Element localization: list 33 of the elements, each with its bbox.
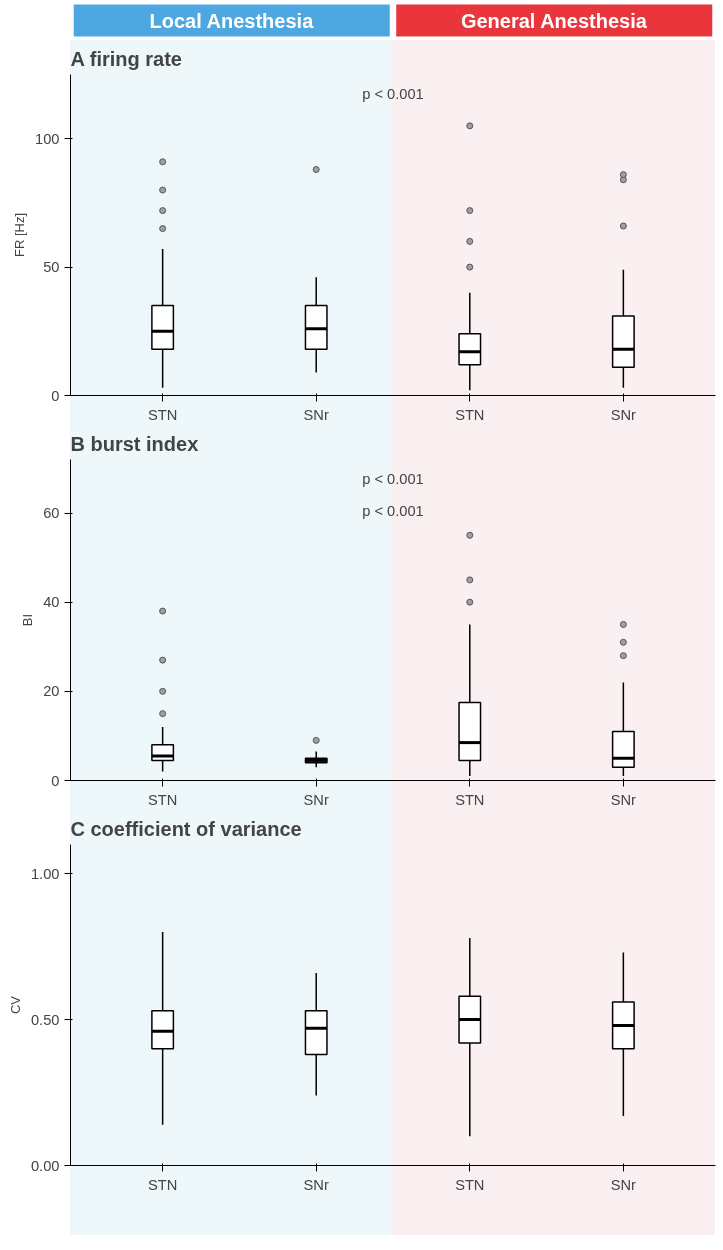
x-tick-label: STN xyxy=(147,406,178,423)
y-tick-label: 20 xyxy=(43,683,60,700)
y-tick-label: 50 xyxy=(43,259,60,276)
x-tick-label: SNr xyxy=(610,791,637,808)
text: Local Anesthesia xyxy=(149,9,315,32)
x-tick-label: STN xyxy=(147,791,178,808)
y-tick-label: 0 xyxy=(51,772,60,789)
x-tick-label: SNr xyxy=(303,406,329,423)
y-axis-title: FR [Hz] xyxy=(12,212,28,258)
y-tick-label: 100 xyxy=(35,130,60,147)
x-tick-label: STN xyxy=(455,791,485,808)
x-tick-label: STN xyxy=(147,1176,178,1193)
text: General Anesthesia xyxy=(460,9,648,32)
x-tick-label: SNr xyxy=(303,791,329,808)
x-tick-label: SNr xyxy=(610,1176,637,1193)
chart-title: A firing rate xyxy=(70,47,182,70)
x-tick-label: SNr xyxy=(610,406,637,423)
x-tick-label: STN xyxy=(455,406,485,423)
y-tick-label: 0.50 xyxy=(30,1011,60,1028)
y-tick-label: 1.00 xyxy=(30,865,60,882)
y-tick-label: 0 xyxy=(51,387,60,404)
annotation: p < 0.001 xyxy=(362,85,424,102)
y-axis-title: BI xyxy=(20,613,36,627)
y-tick-label: 60 xyxy=(43,505,60,521)
x-tick-label: STN xyxy=(455,1176,485,1193)
y-tick-label: 0.00 xyxy=(30,1157,60,1174)
annotation: p < 0.001 xyxy=(362,502,424,519)
y-tick-label: 40 xyxy=(43,594,60,611)
x-tick-label: SNr xyxy=(303,1176,329,1193)
annotation: p < 0.001 xyxy=(362,470,424,487)
chart-title: C coefficient of variance xyxy=(70,817,302,840)
y-axis-title: CV xyxy=(7,995,23,1015)
chart-title: B burst index xyxy=(70,432,199,455)
